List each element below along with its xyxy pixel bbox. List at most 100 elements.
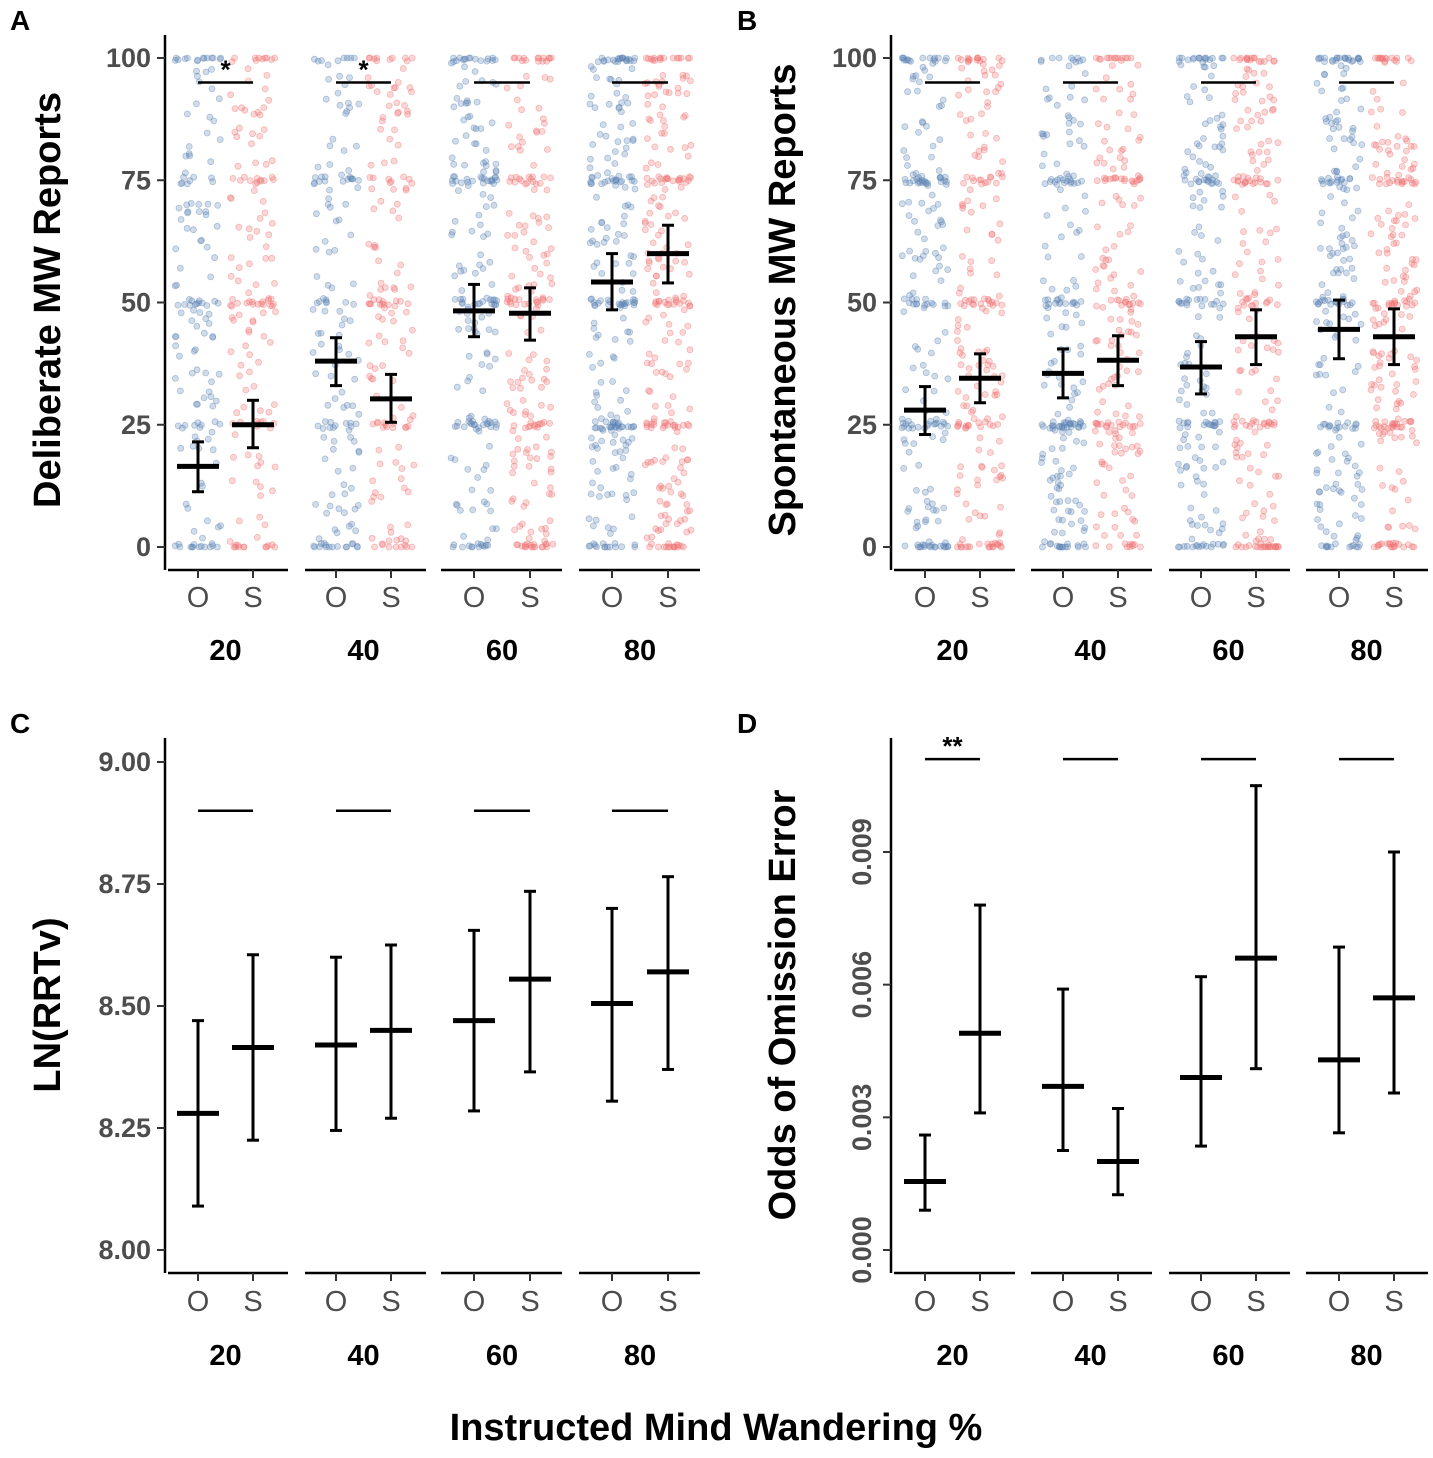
raw-point: [464, 317, 472, 325]
raw-point: [598, 425, 606, 433]
raw-point: [973, 56, 981, 64]
raw-point: [1191, 228, 1198, 236]
raw-point: [629, 270, 637, 278]
raw-point: [1137, 300, 1144, 308]
raw-point: [665, 301, 673, 309]
raw-point: [627, 203, 635, 211]
raw-point: [1072, 311, 1080, 319]
raw-point: [614, 55, 622, 63]
raw-point: [1202, 120, 1209, 128]
raw-point: [1111, 510, 1119, 518]
raw-point: [364, 74, 372, 82]
raw-point: [1267, 420, 1275, 428]
raw-point: [373, 57, 381, 65]
raw-point: [547, 484, 554, 492]
raw-point: [353, 543, 361, 551]
raw-point: [644, 265, 652, 273]
raw-point: [669, 393, 677, 401]
raw-point: [965, 422, 972, 430]
raw-point: [590, 299, 598, 307]
errorbar-O-40: [315, 955, 357, 1132]
raw-point: [540, 115, 547, 123]
raw-point: [476, 300, 484, 307]
raw-point: [265, 408, 273, 416]
raw-point: [959, 536, 966, 543]
raw-point: [1098, 460, 1106, 468]
raw-point: [610, 525, 617, 533]
y-tick-label: 8.50: [98, 991, 151, 1021]
raw-point: [228, 58, 236, 65]
raw-point: [519, 520, 526, 528]
raw-point: [1357, 440, 1365, 448]
raw-point: [1380, 310, 1388, 318]
raw-point: [542, 540, 550, 548]
raw-point: [267, 295, 275, 303]
raw-point: [1234, 308, 1242, 316]
raw-point: [939, 418, 947, 426]
raw-point: [391, 286, 399, 293]
raw-point: [487, 194, 495, 202]
raw-point: [665, 320, 673, 328]
raw-point: [1323, 484, 1330, 492]
raw-point: [353, 542, 361, 550]
raw-point: [1327, 179, 1334, 187]
raw-point: [993, 134, 1000, 142]
raw-point: [1391, 434, 1399, 442]
raw-point: [609, 418, 617, 426]
raw-point: [666, 329, 674, 337]
raw-point: [538, 525, 546, 533]
y-tick-label: 0.009: [847, 818, 877, 886]
raw-point: [1202, 54, 1209, 62]
raw-point: [612, 176, 620, 184]
raw-point: [1211, 143, 1219, 151]
raw-point: [518, 542, 526, 550]
raw-point: [926, 54, 934, 62]
raw-point: [1269, 105, 1277, 113]
raw-point: [347, 54, 355, 62]
raw-point: [1184, 56, 1192, 64]
raw-point: [1046, 178, 1054, 186]
raw-point: [522, 424, 529, 432]
group-label: 60: [486, 1340, 518, 1372]
raw-point: [484, 536, 492, 544]
raw-point: [504, 292, 512, 300]
raw-point: [1237, 439, 1244, 447]
raw-point: [1101, 460, 1108, 468]
raw-point: [900, 436, 908, 444]
raw-point: [662, 501, 670, 509]
raw-point: [340, 509, 348, 517]
raw-point: [646, 388, 654, 396]
raw-point: [510, 457, 518, 465]
raw-point: [1134, 450, 1142, 458]
raw-point: [1041, 296, 1049, 304]
raw-point: [919, 179, 926, 186]
raw-point: [1202, 542, 1210, 550]
raw-point: [977, 300, 985, 308]
raw-point: [451, 295, 459, 303]
raw-point: [370, 55, 378, 63]
raw-point: [268, 56, 275, 63]
raw-point: [1194, 250, 1202, 258]
raw-point: [1073, 229, 1080, 236]
raw-point: [1127, 80, 1135, 88]
raw-point: [522, 499, 530, 507]
raw-point: [981, 71, 989, 79]
raw-point: [543, 250, 551, 258]
raw-point: [1092, 542, 1100, 550]
raw-point: [197, 542, 205, 550]
raw-point: [911, 343, 919, 350]
raw-point: [669, 177, 677, 185]
raw-point: [647, 424, 655, 432]
raw-point: [994, 236, 1002, 244]
raw-point: [683, 72, 690, 80]
raw-point: [1130, 111, 1138, 118]
raw-point: [193, 400, 200, 408]
raw-point: [1391, 300, 1398, 308]
raw-point: [1056, 543, 1063, 551]
raw-point: [1383, 246, 1391, 253]
raw-point: [1352, 512, 1359, 519]
raw-point: [609, 353, 617, 361]
raw-point: [177, 309, 185, 317]
raw-point: [898, 54, 906, 62]
raw-point: [652, 298, 660, 306]
